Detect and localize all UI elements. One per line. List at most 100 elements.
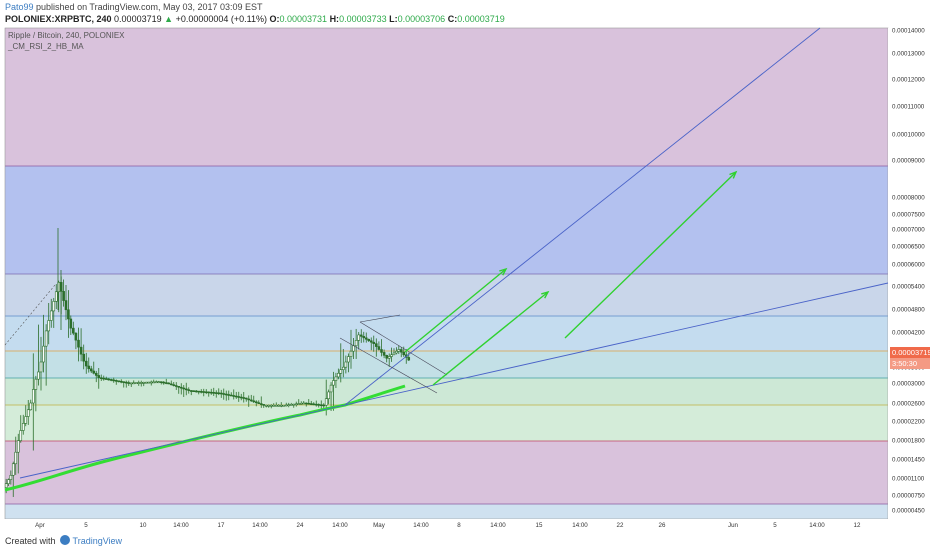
candle-body [249, 399, 253, 402]
candle-body [302, 402, 306, 405]
candle-body [297, 403, 301, 405]
x-tick-label: 8 [457, 522, 461, 529]
candle-body [187, 389, 191, 391]
low-label: L: [389, 14, 398, 24]
candle-body [92, 370, 96, 374]
candle-body [199, 391, 203, 393]
y-tick-label: 0.00005400 [892, 284, 925, 291]
candle-body [317, 404, 321, 406]
candle-body [157, 381, 161, 383]
candle-body [349, 350, 353, 357]
candle-body [327, 391, 330, 400]
candle-body [399, 349, 403, 353]
candle-body [11, 463, 15, 476]
candle-body [309, 403, 313, 405]
candle-body [99, 377, 103, 379]
candle-body [197, 390, 201, 393]
candle-body [269, 404, 273, 407]
candle-body [42, 345, 45, 363]
candle-body [254, 401, 258, 404]
y-tick-label: 0.00004800 [892, 307, 925, 314]
candle-body [392, 352, 396, 356]
candle-body [77, 339, 80, 348]
x-tick-label: 24 [297, 522, 304, 529]
candle-body [264, 404, 268, 407]
arrow-head-icon [499, 267, 508, 276]
zone-grey-blue [5, 274, 888, 316]
candle-body [402, 351, 406, 356]
candle-body [174, 385, 178, 387]
candle-body [214, 392, 218, 394]
candle-body [29, 402, 33, 411]
candle-body [239, 396, 243, 399]
y-tick-label: 0.00002200 [892, 419, 925, 426]
candle-body [9, 474, 13, 480]
candle-body [152, 381, 156, 384]
candle-body [112, 379, 116, 382]
candle-body [227, 394, 231, 396]
author-link[interactable]: Pato99 [5, 2, 34, 12]
candle-body [44, 330, 48, 347]
candle-body [87, 365, 91, 370]
candle-body [49, 310, 53, 321]
candle-body [189, 390, 193, 392]
candle-body [304, 402, 308, 405]
candle-body [21, 423, 25, 431]
candle-body [267, 404, 271, 407]
rising-trendline [344, 27, 821, 406]
tradingview-logo-icon [59, 535, 70, 545]
candle-body [47, 320, 51, 332]
candle-body [407, 357, 411, 361]
y-tick-label: 0.00001450 [892, 457, 925, 464]
candle-body [367, 338, 371, 342]
candle-body [229, 394, 233, 397]
candle-body [54, 291, 58, 302]
candle-body [147, 381, 151, 384]
candle-body [247, 398, 251, 401]
candle-body [359, 334, 363, 337]
close-value: 0.00003719 [457, 14, 505, 24]
candle-body [377, 346, 381, 350]
candle-body [329, 384, 333, 393]
x-tick-label: 12 [854, 522, 861, 529]
candle-body [162, 381, 166, 384]
candle-body [167, 382, 171, 385]
candle-body [69, 318, 73, 329]
zone-light-blue [5, 316, 888, 351]
zone-purple-top [5, 28, 888, 166]
candle-body [39, 361, 43, 373]
candle-body [354, 340, 358, 347]
x-tick-label: 14:00 [332, 522, 348, 529]
candle-body [122, 381, 126, 383]
y-tick-label: 0.00012000 [892, 77, 925, 84]
x-tick-label: 26 [659, 522, 666, 529]
candle-body [282, 404, 286, 407]
candle-body [299, 402, 303, 405]
candle-body [312, 403, 316, 406]
candle-body [322, 404, 326, 407]
tradingview-link[interactable]: TradingView [72, 536, 123, 546]
candle-body [142, 382, 146, 384]
footer: Created with TradingView [0, 532, 932, 550]
x-tick-label: 5 [84, 522, 88, 529]
created-with-text: Created with [5, 536, 56, 546]
candle-body [107, 378, 111, 381]
zone-green-low [5, 405, 888, 441]
candle-body [314, 403, 318, 406]
candle-body [372, 341, 376, 344]
low-value: 0.00003706 [397, 14, 446, 24]
candle-body [109, 379, 113, 381]
y-tick-label: 0.00014000 [892, 28, 925, 35]
x-tick-label: 14:00 [173, 522, 189, 529]
y-tick-label: 0.00001800 [892, 438, 925, 445]
projection-arrow [404, 268, 507, 353]
candle-body [207, 391, 211, 394]
candle-body [374, 343, 378, 347]
candle-body [395, 350, 398, 354]
candle-body [94, 372, 98, 376]
candle-body [177, 386, 181, 388]
last-price-tag: 0.00003719 [890, 347, 932, 358]
candle-body [364, 337, 368, 340]
y-tick-label: 0.00001100 [892, 476, 925, 483]
